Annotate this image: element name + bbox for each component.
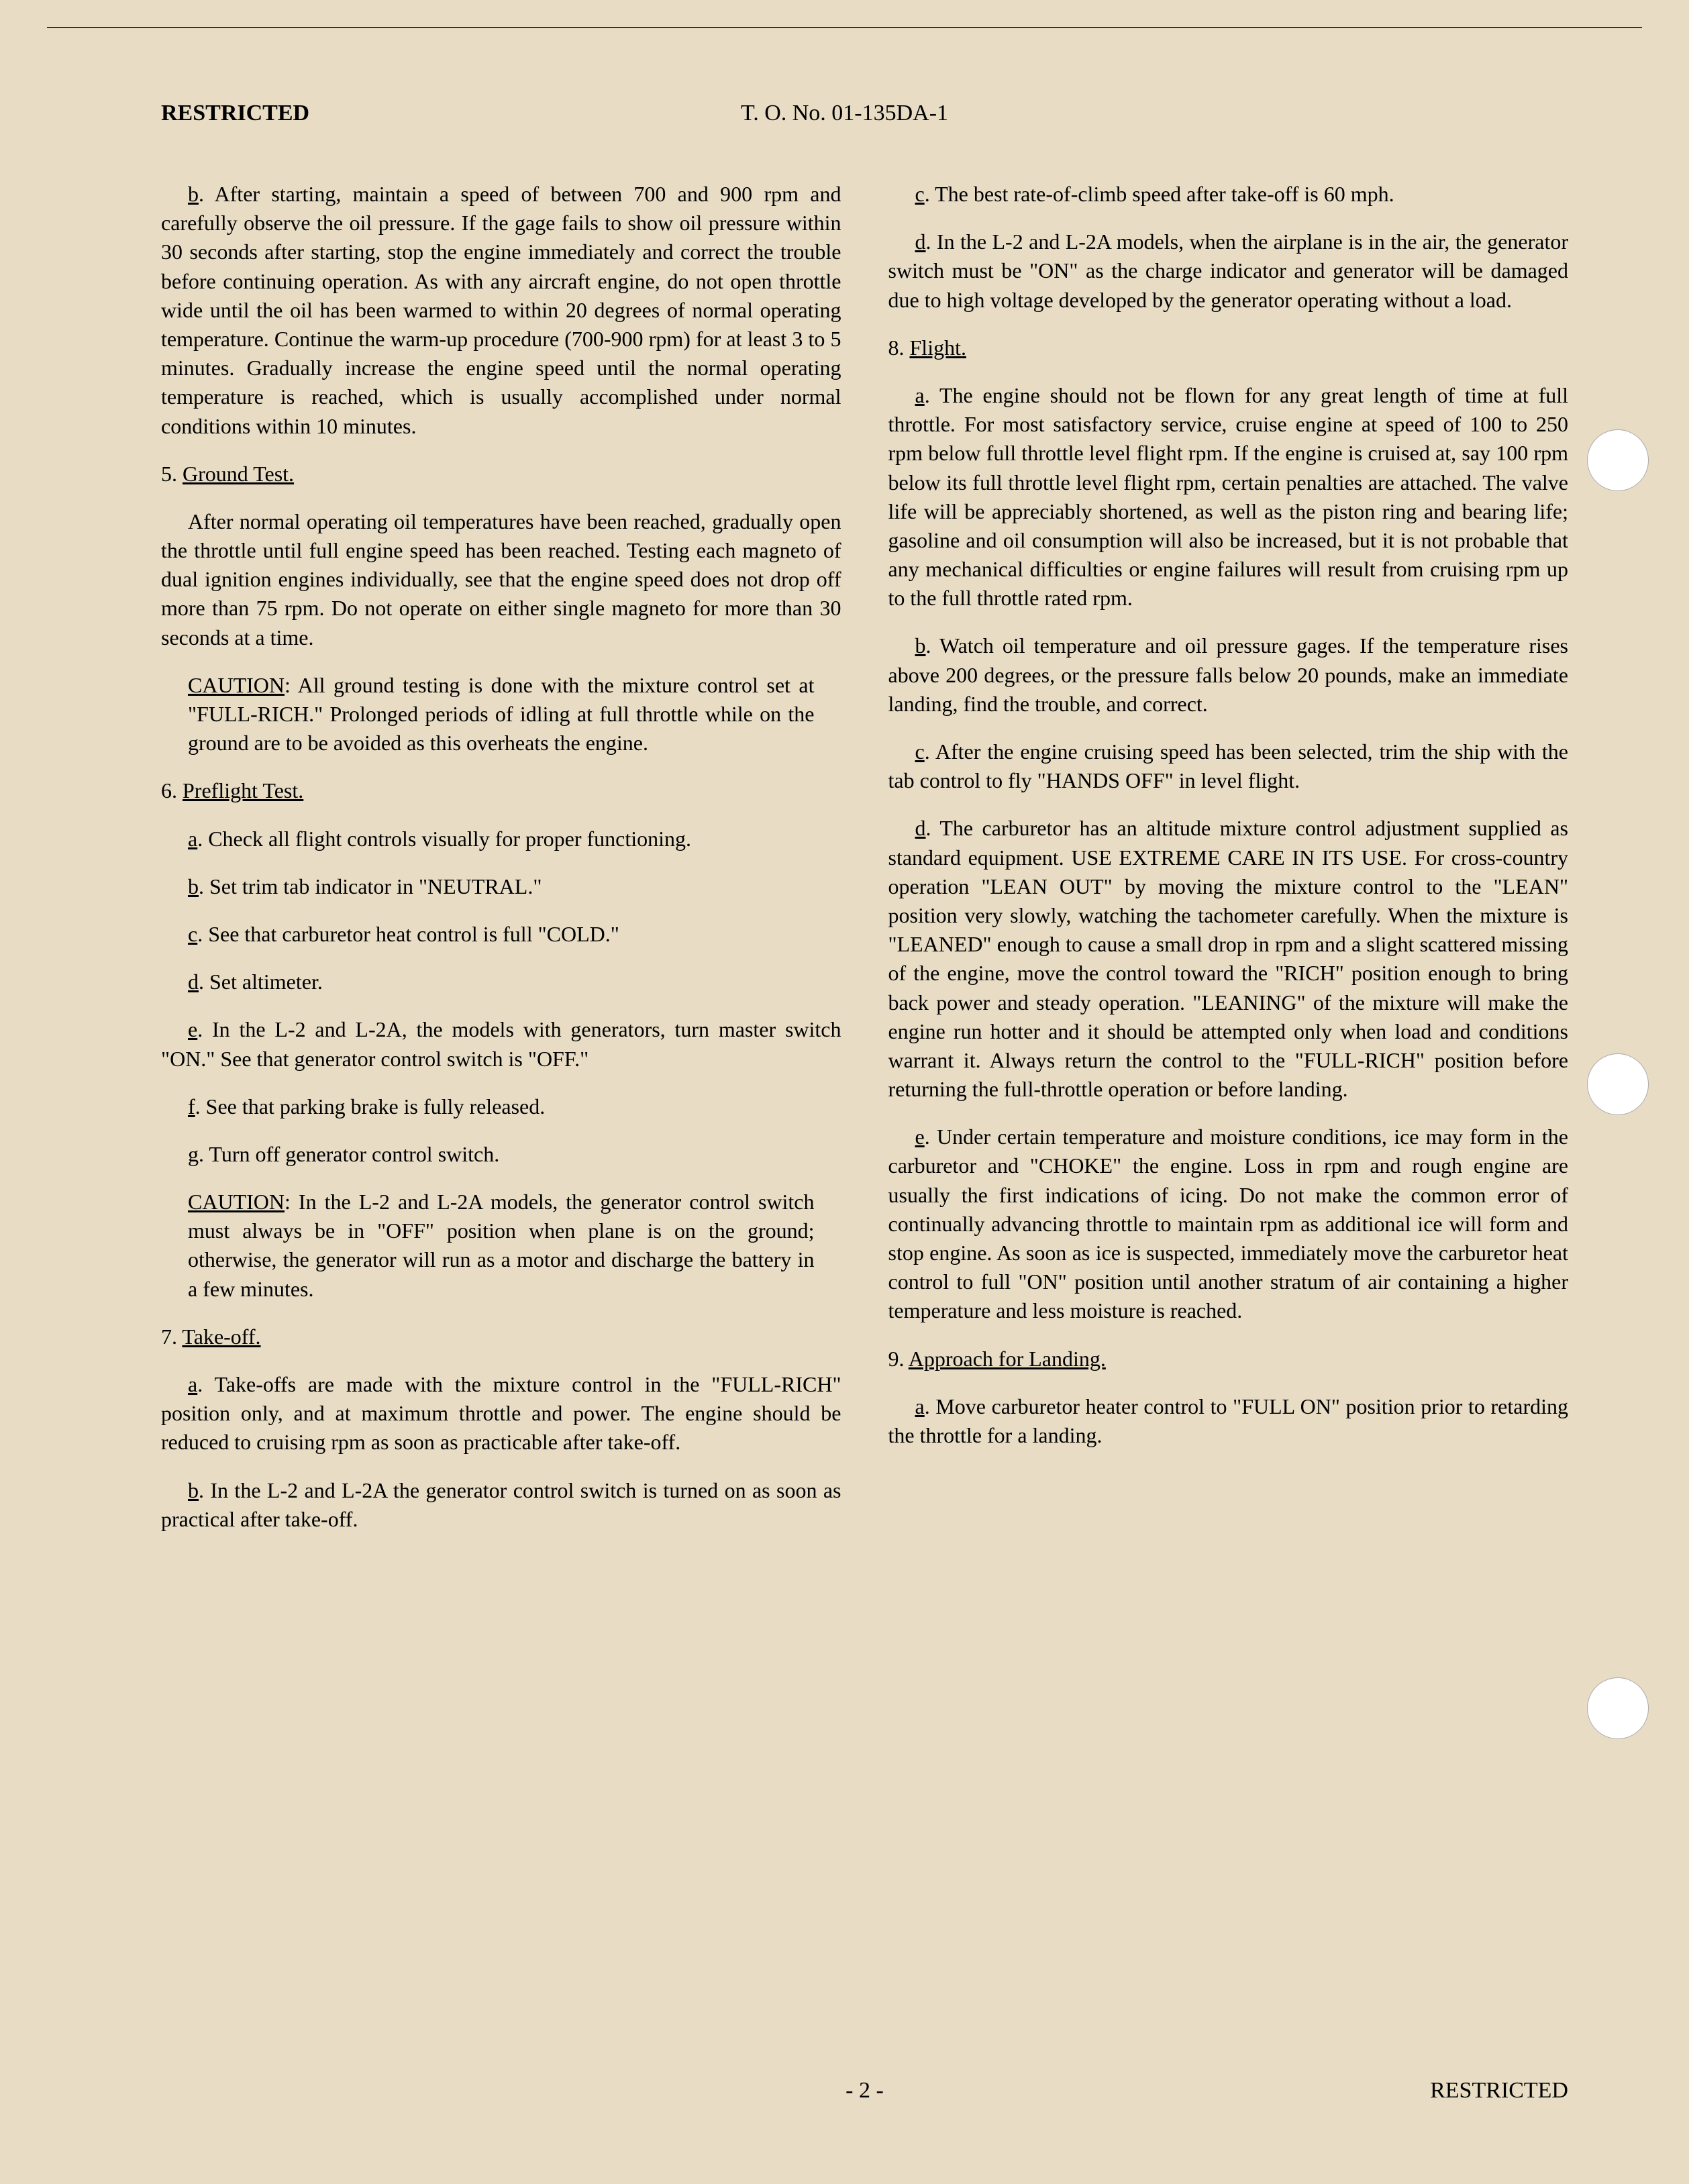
section-6-title: 6. Preflight Test.	[161, 776, 841, 805]
caution-block: CAUTION: All ground testing is done with…	[161, 671, 841, 758]
page-footer: - 2 - RESTRICTED	[161, 2078, 1568, 2103]
para-8c: c. After the engine cruising speed has b…	[888, 737, 1569, 795]
para-7b: b. In the L-2 and L-2A the generator con…	[161, 1476, 841, 1534]
section-5-body: After normal operating oil temperatures …	[161, 507, 841, 652]
caution-label: CAUTION	[188, 1190, 285, 1214]
content-columns: b. After starting, maintain a speed of b…	[161, 180, 1568, 1553]
para-8b: b. Watch oil temperature and oil pressur…	[888, 631, 1569, 719]
binder-hole	[1587, 429, 1649, 491]
para-8a: a. The engine should not be flown for an…	[888, 381, 1569, 613]
section-8-title: 8. Flight.	[888, 333, 1569, 362]
right-column: c. The best rate-of-climb speed after ta…	[888, 180, 1569, 1553]
para-6a: a. Check all flight controls visually fo…	[161, 825, 841, 853]
top-border	[47, 27, 1642, 28]
para-6e: e. In the L-2 and L-2A, the models with …	[161, 1015, 841, 1073]
left-column: b. After starting, maintain a speed of b…	[161, 180, 841, 1553]
para-6g: g. Turn off generator control switch.	[161, 1140, 841, 1169]
classification-header: RESTRICTED	[161, 101, 309, 126]
para-6c: c. See that carburetor heat control is f…	[161, 920, 841, 949]
para-7c: c. The best rate-of-climb speed after ta…	[888, 180, 1569, 209]
para-8e: e. Under certain temperature and moistur…	[888, 1123, 1569, 1325]
para-6d: d. Set altimeter.	[161, 968, 841, 996]
para-8d: d. The carburetor has an altitude mixtur…	[888, 814, 1569, 1104]
binder-hole	[1587, 1677, 1649, 1739]
para-6f: f. See that parking brake is fully relea…	[161, 1092, 841, 1121]
section-5-title: 5. Ground Test.	[161, 460, 841, 488]
para-9a: a. Move carburetor heater control to "FU…	[888, 1392, 1569, 1450]
para-6b: b. Set trim tab indicator in "NEUTRAL."	[161, 872, 841, 901]
para-b: b. After starting, maintain a speed of b…	[161, 180, 841, 441]
caution-block: CAUTION: In the L-2 and L-2A models, the…	[161, 1188, 841, 1304]
para-7a: a. Take-offs are made with the mixture c…	[161, 1370, 841, 1457]
caution-label: CAUTION	[188, 673, 285, 697]
binder-hole	[1587, 1053, 1649, 1115]
document-number: T. O. No. 01-135DA-1	[741, 101, 948, 126]
section-7-title: 7. Take-off.	[161, 1322, 841, 1351]
page-number: - 2 -	[846, 2078, 884, 2103]
document-page: RESTRICTED T. O. No. 01-135DA-1 b. After…	[0, 0, 1689, 2184]
para-7d: d. In the L-2 and L-2A models, when the …	[888, 227, 1569, 315]
section-9-title: 9. Approach for Landing.	[888, 1345, 1569, 1373]
classification-footer: RESTRICTED	[1430, 2078, 1568, 2103]
page-header: RESTRICTED T. O. No. 01-135DA-1	[161, 101, 1568, 126]
